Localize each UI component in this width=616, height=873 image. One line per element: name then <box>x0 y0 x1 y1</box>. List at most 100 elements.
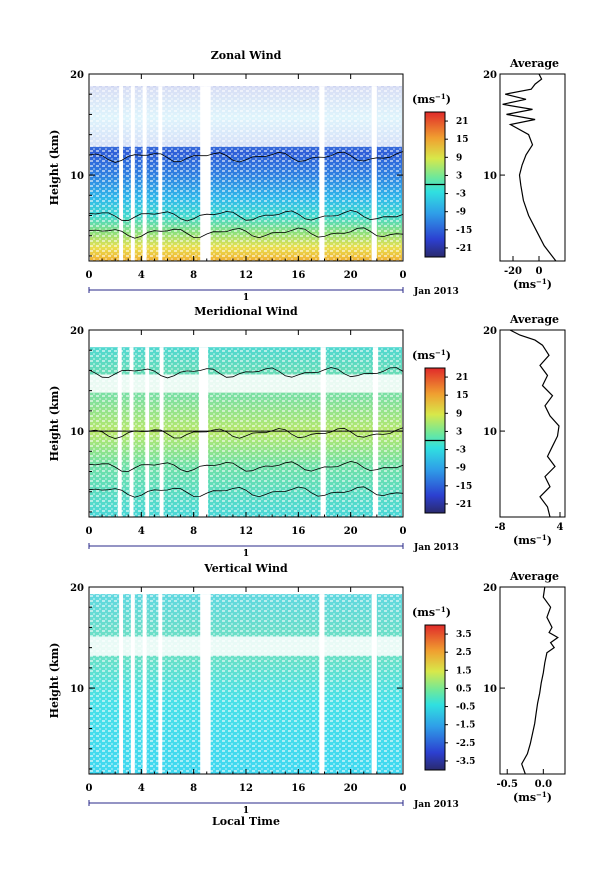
x-tick-label: 16 <box>291 783 305 794</box>
colorbar-tick-label: 3 <box>456 427 462 437</box>
colorbar-unit: (ms−1) <box>412 348 451 362</box>
heatmap-texture <box>90 347 402 517</box>
profile-y-tick-label: 10 <box>483 171 497 182</box>
y-axis-label: Height (km) <box>48 643 61 719</box>
date-label: Jan 2013 <box>413 800 459 810</box>
profile-frame <box>499 73 566 262</box>
missing-band <box>90 374 402 393</box>
data-gap <box>319 594 325 774</box>
x-tick-label: 8 <box>190 526 197 537</box>
x-axis-label: Local Time <box>212 815 280 828</box>
x-tick-label: 20 <box>344 270 358 281</box>
colorbar-unit: (ms−1) <box>412 92 451 106</box>
panel-1: Zonal Wind 0 4 8 12 16 20 0 10 20 Height (km) 1 Jan … <box>48 49 566 303</box>
profile-y-tick-label: 20 <box>483 326 497 337</box>
data-gap <box>142 594 147 774</box>
x-tick-label: 16 <box>291 270 305 281</box>
colorbar-tick-label: -3.5 <box>456 757 475 767</box>
colorbar-tick-label: -21 <box>456 500 472 510</box>
colorbar-tick-label: 1.5 <box>456 666 472 676</box>
y-axis-label: Height (km) <box>48 130 61 206</box>
y-tick-label: 10 <box>70 171 84 182</box>
profile-y-tick-label: 10 <box>483 427 497 438</box>
data-gap <box>200 594 211 774</box>
x-tick-label: 0 <box>400 783 407 794</box>
profile-x-tick-label: 0.0 <box>535 779 552 790</box>
data-gap <box>158 594 163 774</box>
colorbar-tick-label: 2.5 <box>456 648 472 658</box>
x-tick-label: 12 <box>239 270 253 281</box>
data-gap <box>130 86 135 261</box>
x-tick-label: 20 <box>344 526 358 537</box>
profile-frame <box>499 586 566 775</box>
data-gap <box>119 594 124 774</box>
colorbar-tick-label: -3 <box>456 446 466 456</box>
y-axis-label: Height (km) <box>48 386 61 462</box>
data-gap <box>142 86 147 261</box>
profile-y-tick-label: 20 <box>483 583 497 594</box>
x-tick-label: 16 <box>291 526 305 537</box>
colorbar-tick-label: 9 <box>456 409 462 419</box>
contour-line <box>88 151 404 163</box>
data-gap <box>130 594 135 774</box>
data-gap <box>117 347 122 517</box>
profile-title: Average <box>509 57 559 70</box>
panel-title: Zonal Wind <box>211 49 282 62</box>
x-tick-label: 0 <box>86 270 93 281</box>
colorbar-tick-label: -9 <box>456 464 466 474</box>
missing-band-upper <box>90 86 402 147</box>
profile-y-tick-label: 10 <box>483 684 497 695</box>
x-tick-label: 8 <box>190 783 197 794</box>
x-tick-label: 0 <box>400 270 407 281</box>
day-label: 1 <box>243 806 249 816</box>
date-label: Jan 2013 <box>413 543 459 553</box>
y-tick-label: 20 <box>70 326 84 337</box>
colorbar-tick-label: 0.5 <box>456 684 472 694</box>
colorbar <box>424 624 446 771</box>
profile-line <box>521 586 559 775</box>
contour-line <box>88 460 404 473</box>
profile-title: Average <box>509 313 559 326</box>
panel-title: Vertical Wind <box>203 562 288 575</box>
colorbar-tick-label: -2.5 <box>456 739 475 749</box>
x-tick-label: 4 <box>138 783 145 794</box>
colorbar-tick-label: -0.5 <box>456 703 475 713</box>
profile-frame <box>499 329 566 518</box>
data-gap <box>119 86 124 261</box>
data-gap <box>200 86 211 261</box>
x-tick-label: 12 <box>239 783 253 794</box>
data-gap <box>320 347 326 517</box>
data-gap <box>372 347 379 517</box>
panel-2: Meridional Wind 0 4 8 12 16 20 0 10 20 Height (km)… <box>48 305 566 559</box>
x-tick-label: 4 <box>138 270 145 281</box>
profile-x-label: (ms−1) <box>513 533 552 547</box>
missing-band <box>90 636 402 656</box>
y-tick-label: 10 <box>70 427 84 438</box>
colorbar-tick-label: 21 <box>456 373 469 383</box>
profile-x-label: (ms−1) <box>513 790 552 804</box>
date-label: Jan 2013 <box>413 287 459 297</box>
colorbar-tick-label: 21 <box>456 117 469 127</box>
profile-line <box>509 329 560 518</box>
y-tick-label: 10 <box>70 684 84 695</box>
x-tick-label: 0 <box>86 783 93 794</box>
x-tick-label: 4 <box>138 526 145 537</box>
colorbar-unit: (ms−1) <box>412 605 451 619</box>
x-tick-label: 0 <box>86 526 93 537</box>
colorbar-tick-label: 9 <box>456 153 462 163</box>
colorbar-tick-label: 3.5 <box>456 630 472 640</box>
colorbar-tick-label: -15 <box>456 482 472 492</box>
colorbar-tick-label: -21 <box>456 244 472 254</box>
data-gap <box>371 594 377 774</box>
profile-x-tick-label: -8 <box>494 522 505 533</box>
x-tick-label: 8 <box>190 270 197 281</box>
x-tick-label: 0 <box>400 526 407 537</box>
colorbar-tick-label: -9 <box>456 208 466 218</box>
panel-3: Vertical Wind 0 4 8 12 16 20 0 10 20 Height (km) 1 J… <box>48 562 566 828</box>
profile-x-tick-label: 4 <box>557 522 564 533</box>
profile-x-label: (ms−1) <box>513 277 552 291</box>
contour-line <box>88 486 404 498</box>
data-gap <box>159 347 164 517</box>
y-tick-label: 20 <box>70 70 84 81</box>
profile-x-tick-label: 0 <box>536 266 543 277</box>
